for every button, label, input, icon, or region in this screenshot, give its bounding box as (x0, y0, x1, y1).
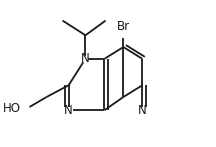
Text: N: N (138, 104, 147, 117)
Text: N: N (81, 52, 90, 65)
Text: Br: Br (117, 20, 130, 33)
Text: N: N (64, 104, 73, 117)
Text: HO: HO (3, 102, 21, 115)
